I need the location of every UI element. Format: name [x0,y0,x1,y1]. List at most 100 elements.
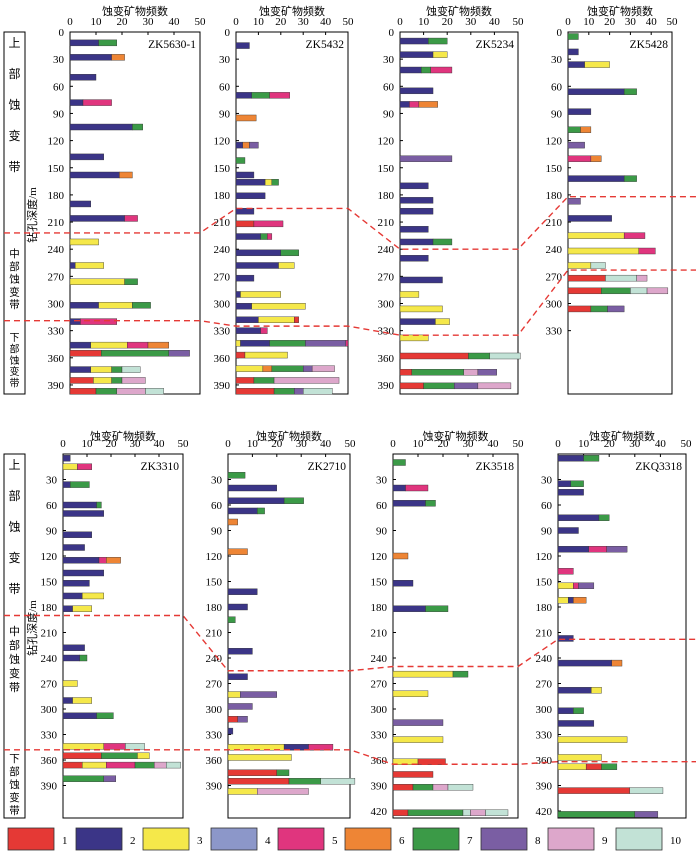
legend-label: 7 [467,835,473,847]
y-tick-label: 150 [371,577,388,589]
bar-segment-10 [462,809,471,816]
zone-label-lower: 蚀 [9,778,20,791]
bar-segment-3 [227,788,258,795]
bar-segment-2 [227,507,258,515]
bar-segment-7 [432,238,453,246]
x-axis-label: 蚀变矿物频数 [90,429,156,443]
bar-segment-3 [557,736,628,743]
bar-segment-2 [399,51,434,58]
bar-segment-2 [62,605,73,612]
bar-segment-7 [567,126,581,133]
bar-segment-2 [567,88,625,95]
bar-segment-7 [280,249,299,257]
bar-segment-2 [227,603,248,611]
legend-swatch [547,827,595,851]
bar-segment-2 [62,501,97,509]
y-tick-label: 360 [41,755,58,767]
bar-segment-3 [399,305,443,313]
zone-label-upper: 带 [8,582,20,596]
x-tick-label: 30 [465,16,477,28]
bar-segment-2 [62,544,85,551]
bar-segment-7 [260,233,268,240]
zone-label-middle: 蚀 [9,273,20,286]
bar-segment-3 [62,680,78,687]
bar-segment-2 [235,92,252,99]
bar-segment-2 [399,226,429,233]
y-tick-label: 120 [41,551,58,563]
y-tick-label: 240 [536,653,553,665]
bar-segment-2 [62,481,71,488]
bar-segment-3 [98,302,133,309]
bar-segment-5 [269,92,290,99]
y-tick-label: 30 [219,54,231,66]
x-tick-label: 0 [390,438,396,450]
bar-segment-2 [235,141,243,149]
bar-segment-8 [305,340,346,347]
x-tick-label: 50 [195,16,207,28]
zone-frame [3,31,26,395]
legend-swatch [142,827,190,851]
y-tick-label: 240 [546,244,563,256]
bar-segment-1 [585,763,602,770]
y-tick-label: 150 [214,163,231,175]
y-tick-label: 360 [378,353,395,365]
bar-segment-5 [105,761,136,769]
y-tick-label: 90 [383,108,395,120]
bar-segment-2 [399,87,434,95]
bar-segment-3 [90,341,128,349]
y-tick-label: 180 [41,602,58,614]
plot-frame [557,453,687,819]
bar-segment-6 [580,126,592,133]
well-name: ZK5234 [476,39,515,51]
x-axis-label: 蚀变矿物频数 [589,429,655,443]
zone-label-lower: 部 [9,765,20,778]
bar-segment-3 [435,318,450,325]
bar-segment-2 [69,318,81,325]
y-tick-label: 270 [41,679,58,691]
bar-segment-1 [235,351,246,359]
bar-segment-3 [240,291,281,298]
x-tick-label: 0 [565,16,571,28]
y-tick-label: 180 [206,602,223,614]
bar-segment-2 [69,366,91,373]
zone-label-middle: 蚀 [9,652,20,666]
y-tick-label: 180 [546,190,563,202]
bar-segment-3 [392,670,454,678]
legend-label: 6 [399,835,405,847]
zone-label-middle: 中 [9,247,20,260]
bar-segment-5 [405,484,429,492]
legend-label: 5 [332,835,338,847]
bar-segment-3 [93,377,112,384]
y-tick-label: 360 [214,353,231,365]
bar-segment-2 [392,580,414,587]
x-tick-label: 50 [513,16,525,28]
bar-segment-6 [262,365,273,372]
legend-label: 8 [535,835,541,847]
x-tick-label: 20 [442,16,454,28]
bar-segment-7 [69,481,90,488]
bar-segment-2 [399,101,410,108]
x-tick-label: 20 [438,438,450,450]
bar-segment-2 [62,697,73,704]
bar-segment-3 [235,365,264,372]
bar-segment-8 [294,388,304,395]
zone-label-lower: 下 [9,754,20,765]
y-tick-label: 180 [536,602,553,614]
bar-segment-7 [392,459,406,466]
bar-segment-2 [567,61,585,68]
bar-segment-2 [235,192,266,200]
legend-label: 9 [602,835,608,847]
bar-segment-1 [235,220,255,228]
bar-segment-7 [257,507,265,515]
bar-segment-3 [567,247,639,255]
bar-segment-1 [235,388,275,395]
y-tick-label: 240 [214,244,231,256]
x-tick-label: 30 [143,16,155,28]
zone-label-lower: 蚀 [10,354,20,367]
bar-segment-1 [399,352,469,360]
zone-label-middle: 带 [9,299,20,311]
bar-segment-2 [62,510,104,517]
bar-segment-3 [137,752,150,759]
bar-segment-2 [392,605,426,612]
x-tick-label: 20 [604,16,616,28]
